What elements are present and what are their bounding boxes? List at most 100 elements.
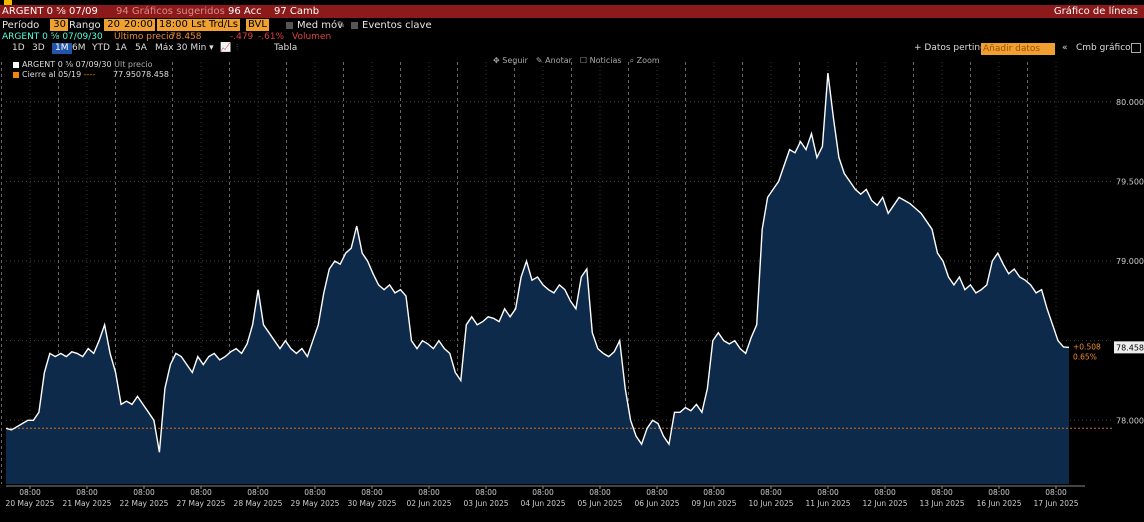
events-checkbox[interactable] [351,22,358,29]
period-1m[interactable]: 1M [52,43,72,54]
period-toolbar: Cmb gráfico « + Datos pertinent Añadir d… [0,43,1144,55]
chart-area[interactable]: 78.000 79.000 79.500 80.000 08:00 20 May 202… [0,54,1144,518]
y-tick-label: 78.000 [1116,416,1144,425]
settings-row: Período 30 Rango 20 20:00 18:00 Lst Trd/… [0,19,1144,32]
info-security: ARGENT 0 ⅝ 07/09/30 [2,32,103,42]
price-tag-value: 78.458 [1116,343,1144,352]
top-strip [0,0,1144,6]
x-time-label: 08:00 [817,488,839,497]
tool-seguir[interactable]: ✥ Seguir [493,56,528,65]
chart-tools: ✥ Seguir ✎ Anotar ☐ Noticias ⌕ Zoom [493,56,668,66]
tool-zoom[interactable]: ⌕ Zoom [629,56,660,65]
range-label: Rango [69,20,101,31]
x-axis: 08:00 20 May 2025 08:00 21 May 2025 08:00 22 … [6,485,1085,508]
price-chart[interactable]: 78.000 79.000 79.500 80.000 08:00 20 May 202… [0,54,1144,518]
x-time-label: 08:00 [532,488,554,497]
x-day-label: 10 Jun 2025 [748,499,793,508]
x-day-label: 03 Jun 2025 [463,499,508,508]
security-field[interactable]: ARGENT 0 ⅝ 07/09 [2,6,98,17]
period-máx[interactable]: Máx [155,43,174,53]
legend: ARGENT 0 ⅝ 07/09/30 Últ precio 78.458 Ci… [13,60,169,80]
y-tick-label: 79.500 [1116,177,1144,186]
tool-noticias[interactable]: ☐ Noticias [579,56,622,65]
x-time-label: 08:00 [760,488,782,497]
actions-menu[interactable]: 96 Acc [228,6,262,17]
time-end-input[interactable]: 18:00 [157,19,190,31]
tool-anotar[interactable]: ✎ Anotar [535,56,572,65]
x-time-label: 08:00 [1045,488,1067,497]
series-swatch [13,61,19,68]
x-day-label: 22 May 2025 [120,499,169,508]
price-tag-change-pct: 0.65% [1073,352,1097,361]
x-day-label: 11 Jun 2025 [805,499,850,508]
x-time-label: 08:00 [418,488,440,497]
change-graph-button[interactable]: Cmb gráfico [1076,43,1131,53]
legend-close: Cierre al 05/19 ---- 77.950 [13,70,169,80]
x-day-label: 30 May 2025 [348,499,397,508]
price-change-pct: -.61% [258,32,285,42]
source-select[interactable]: BVL [246,19,269,31]
x-time-label: 08:00 [475,488,497,497]
price-change: -.479 [230,32,254,42]
line-chart-icon[interactable]: 📈 [220,43,232,53]
table-button[interactable]: Tabla [274,43,298,53]
last-price-label: Último precio [114,32,174,42]
x-day-label: 17 Jun 2025 [1033,499,1078,508]
period-ytd[interactable]: YTD [92,43,110,53]
last-price: 78.458 [170,32,202,42]
window-title: Gráfico de líneas [1053,6,1138,17]
period-1a[interactable]: 1A [115,43,127,53]
legend-close-label: Cierre al 05/19 [22,70,82,79]
period-6m[interactable]: 6M [72,43,86,53]
x-day-label: 04 Jun 2025 [520,499,565,508]
add-data-button[interactable]: + Datos pertinent [914,43,995,53]
legend-close-value: 77.950 [113,70,141,79]
y-tick-label: 80.000 [1116,98,1144,107]
x-day-label: 29 May 2025 [291,499,340,508]
range-input[interactable]: 20 [104,19,122,31]
x-time-label: 08:00 [304,488,326,497]
x-day-label: 27 May 2025 [177,499,226,508]
period-5a[interactable]: 5A [135,43,147,53]
period-input[interactable]: 30 [50,19,68,31]
collapse-icon[interactable]: « [1062,43,1068,53]
x-time-label: 08:00 [76,488,98,497]
x-day-label: 06 Jun 2025 [634,499,679,508]
area-fill [6,73,1069,484]
legend-series-label: ARGENT 0 ⅝ 07/09/30 [22,60,112,69]
x-day-label: 12 Jun 2025 [862,499,907,508]
time-start-input[interactable]: 20:00 [122,19,155,31]
x-day-label: 13 Jun 2025 [919,499,964,508]
x-time-label: 08:00 [646,488,668,497]
x-time-label: 08:00 [133,488,155,497]
x-time-label: 08:00 [703,488,725,497]
list-select[interactable]: Lst Trd/Ls [189,19,240,31]
graphs-menu[interactable]: 94 Gráficos sugeridos [116,6,225,17]
period-30-min[interactable]: 30 Min ▾ [176,43,214,53]
y-axis: 78.000 79.000 79.500 80.000 [1116,98,1144,425]
x-day-label: 16 Jun 2025 [976,499,1021,508]
pencil-icon[interactable]: ✎ [337,20,346,31]
price-tag-box [1114,341,1144,354]
yellow-marker [4,0,12,5]
add-data-input[interactable]: Añadir datos [981,43,1055,55]
legend-stat-label: Últ precio [114,60,153,69]
price-line [5,73,1070,453]
x-time-label: 08:00 [874,488,896,497]
x-time-label: 08:00 [931,488,953,497]
mov-avg-checkbox[interactable] [286,22,293,29]
info-row: ARGENT 0 ⅝ 07/09/30 Último precio 78.458… [0,32,1144,43]
close-swatch [13,71,19,78]
mov-avg-label: Med móv [297,20,344,31]
x-day-label: 20 May 2025 [6,499,55,508]
volume-label: Volumen [292,32,332,42]
change-menu[interactable]: 97 Camb [274,6,320,17]
bar-chart-icon[interactable]: ⫶ [236,43,239,53]
period-1d[interactable]: 1D [12,43,25,53]
title-bar: ARGENT 0 ⅝ 07/09 94 Gráficos sugeridos 9… [0,5,1144,18]
expand-icon[interactable] [1131,43,1141,53]
x-day-label: 21 May 2025 [63,499,112,508]
events-label: Eventos clave [362,20,432,31]
period-3d[interactable]: 3D [32,43,45,53]
